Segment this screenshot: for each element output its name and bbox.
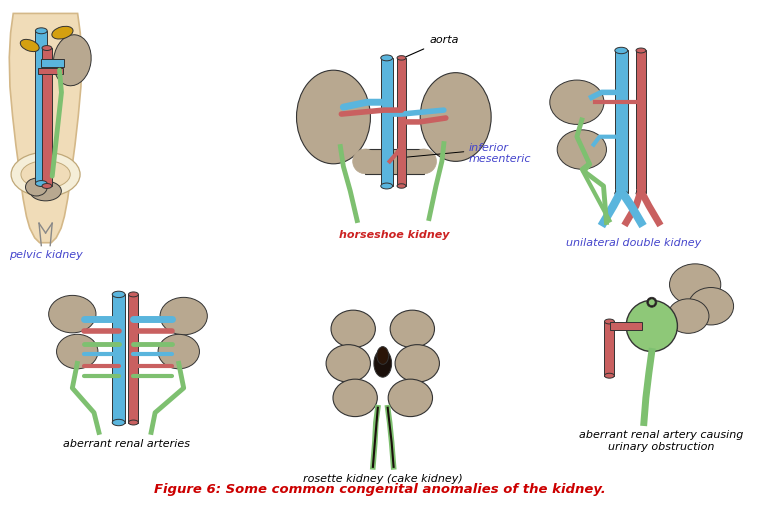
Ellipse shape	[158, 334, 199, 369]
Ellipse shape	[128, 420, 138, 425]
Ellipse shape	[49, 296, 96, 333]
Bar	[365, 149, 424, 174]
Ellipse shape	[626, 300, 678, 351]
Ellipse shape	[397, 56, 406, 60]
Bar	[610, 322, 642, 330]
Ellipse shape	[636, 48, 646, 53]
Bar	[604, 321, 614, 376]
Text: aberrant renal arteries: aberrant renal arteries	[63, 439, 190, 449]
Ellipse shape	[397, 184, 406, 188]
Ellipse shape	[420, 73, 491, 161]
Bar	[112, 295, 125, 422]
Ellipse shape	[353, 149, 377, 174]
Ellipse shape	[128, 292, 138, 297]
Text: horseshoe kidney: horseshoe kidney	[339, 230, 450, 240]
Ellipse shape	[668, 299, 709, 333]
Ellipse shape	[333, 379, 377, 417]
Ellipse shape	[53, 35, 91, 86]
Ellipse shape	[380, 183, 393, 189]
Ellipse shape	[112, 419, 125, 426]
Bar	[128, 295, 138, 422]
Text: aorta: aorta	[406, 35, 458, 57]
Ellipse shape	[550, 80, 604, 124]
Bar	[42, 48, 52, 186]
Bar	[35, 31, 47, 184]
Ellipse shape	[331, 310, 375, 348]
Ellipse shape	[326, 345, 371, 382]
Ellipse shape	[296, 70, 371, 164]
Ellipse shape	[388, 379, 432, 417]
Ellipse shape	[30, 181, 61, 201]
Ellipse shape	[649, 299, 656, 306]
Ellipse shape	[390, 310, 435, 348]
Ellipse shape	[412, 149, 436, 174]
Ellipse shape	[42, 46, 52, 51]
Bar	[615, 51, 628, 193]
Text: pelvic kidney: pelvic kidney	[8, 249, 83, 260]
Ellipse shape	[636, 191, 646, 196]
Bar	[38, 68, 63, 74]
Text: rosette kidney (cake kidney): rosette kidney (cake kidney)	[303, 474, 463, 484]
Ellipse shape	[11, 152, 80, 197]
Ellipse shape	[57, 334, 98, 369]
Ellipse shape	[615, 47, 628, 54]
Ellipse shape	[21, 40, 39, 52]
Bar	[636, 51, 646, 193]
Ellipse shape	[35, 28, 47, 34]
Ellipse shape	[377, 347, 389, 365]
Bar	[397, 58, 406, 186]
Ellipse shape	[25, 178, 47, 196]
Ellipse shape	[374, 350, 392, 377]
Text: Figure 6: Some common congenital anomalies of the kidney.: Figure 6: Some common congenital anomali…	[154, 483, 606, 496]
Ellipse shape	[160, 297, 207, 335]
Ellipse shape	[688, 287, 733, 325]
Ellipse shape	[42, 184, 52, 189]
Ellipse shape	[21, 161, 70, 188]
Ellipse shape	[380, 55, 393, 61]
Ellipse shape	[112, 291, 125, 298]
Ellipse shape	[615, 190, 628, 197]
Text: unilateral double kidney: unilateral double kidney	[566, 238, 701, 248]
Ellipse shape	[557, 130, 607, 169]
Polygon shape	[9, 13, 82, 243]
Ellipse shape	[604, 373, 614, 378]
Ellipse shape	[52, 26, 73, 39]
Bar	[380, 58, 393, 186]
Ellipse shape	[669, 264, 720, 305]
Ellipse shape	[395, 345, 439, 382]
Text: aberrant renal artery causing
urinary obstruction: aberrant renal artery causing urinary ob…	[579, 430, 744, 452]
Bar	[41, 59, 64, 67]
Ellipse shape	[35, 180, 47, 187]
Text: inferior
mesenteric: inferior mesenteric	[468, 142, 531, 164]
Ellipse shape	[647, 297, 657, 307]
Ellipse shape	[604, 319, 614, 324]
